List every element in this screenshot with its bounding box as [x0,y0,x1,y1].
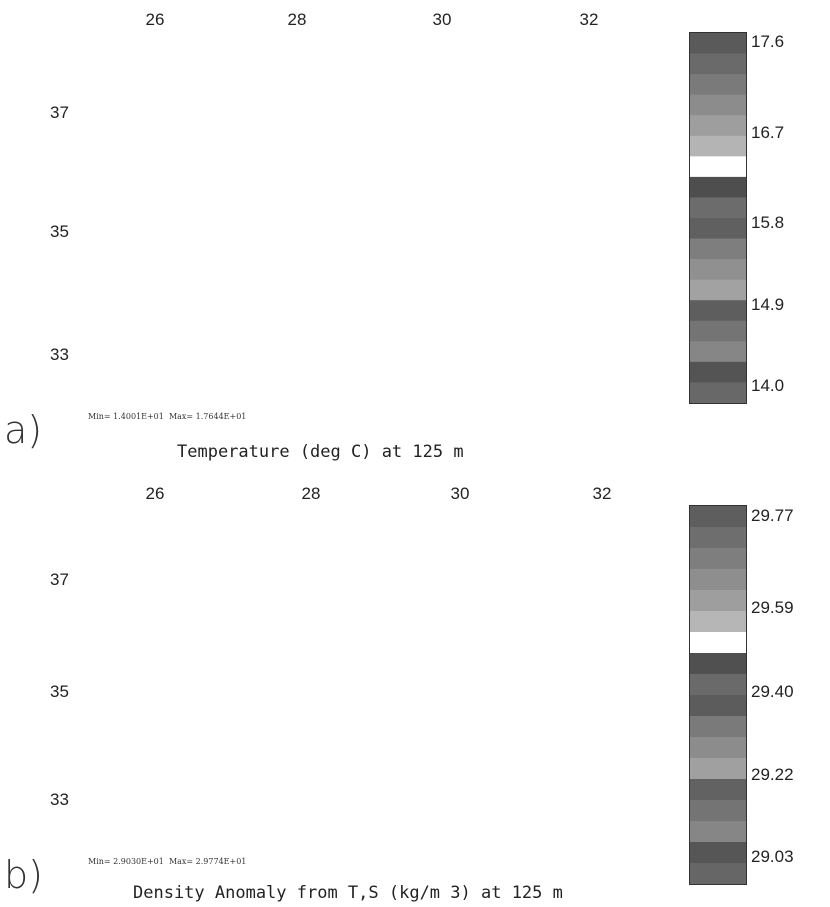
colorbar-band [690,176,746,198]
colorbar-band [690,156,746,178]
colorbar-band [690,53,746,75]
temperature-minmax: Min= 1.4001E+01 Max= 1.7644E+01 [88,412,247,421]
colorbar-tick: 15.8 [751,213,785,232]
lat-label-35: 35 [50,222,69,241]
colorbar-band [690,695,746,717]
colorbar-band [690,758,746,780]
lon-label-32: 32 [579,10,599,29]
density-minmax: Min= 2.9030E+01 Max= 2.9774E+01 [88,857,247,866]
colorbar-band [690,279,746,301]
colorbar-tick: 17.6 [751,32,785,51]
colorbar-tick: 29.03 [751,847,794,866]
colorbar-tick: 29.77 [751,506,794,525]
colorbar-band [690,548,746,570]
colorbar-band [690,361,746,383]
colorbar-band [690,320,746,342]
temperature-colorbar [689,32,747,404]
colorbar-band [690,737,746,759]
colorbar-band [690,300,746,322]
colorbar-tick: 29.40 [751,682,794,701]
lat-label-37: 37 [50,103,69,122]
colorbar-band [690,842,746,864]
colorbar-band [690,590,746,612]
colorbar-band [690,33,746,55]
lon-label-32: 32 [592,484,612,503]
lon-label-30: 30 [432,10,452,29]
panel-letter-b: b) [4,853,43,897]
colorbar-band [690,197,746,219]
colorbar-band [690,779,746,801]
colorbar-band [690,382,746,403]
colorbar-band [690,115,746,137]
panel-temperature: 26 28 30 32 37 35 33 [50,10,599,364]
colorbar-band [690,238,746,260]
density-caption: Density Anomaly from T,S (kg/m 3) at 125… [133,883,563,903]
lon-label-28: 28 [287,10,307,29]
colorbar-band [690,716,746,738]
colorbar-band [690,653,746,675]
colorbar-tick: 16.7 [751,123,785,142]
density-colorbar [689,505,747,885]
colorbar-band [690,74,746,96]
colorbar-band [690,259,746,281]
lon-label-30: 30 [450,484,470,503]
lon-label-26: 26 [145,10,165,29]
colorbar-band [690,94,746,116]
temperature-caption: Temperature (deg C) at 125 m [177,442,464,462]
colorbar-band [690,821,746,843]
lon-label-26: 26 [145,484,165,503]
colorbar-band [690,506,746,528]
lat-label-35: 35 [50,682,69,701]
colorbar-band [690,527,746,549]
colorbar-band [690,218,746,240]
colorbar-tick: 29.22 [751,765,794,784]
colorbar-band [690,569,746,591]
panel-letter-a: a) [4,408,43,452]
colorbar-band [690,632,746,654]
colorbar-band [690,863,746,884]
colorbar-tick: 14.0 [751,376,785,395]
colorbar-band [690,800,746,822]
colorbar-tick: 14.9 [751,295,785,314]
colorbar-band [690,611,746,633]
lat-label-37: 37 [50,570,69,589]
colorbar-band [690,674,746,696]
lon-label-28: 28 [301,484,321,503]
colorbar-tick: 29.59 [751,598,794,617]
colorbar-band [690,341,746,363]
lat-label-33: 33 [50,345,69,364]
lat-label-33: 33 [50,790,69,809]
colorbar-band [690,135,746,157]
